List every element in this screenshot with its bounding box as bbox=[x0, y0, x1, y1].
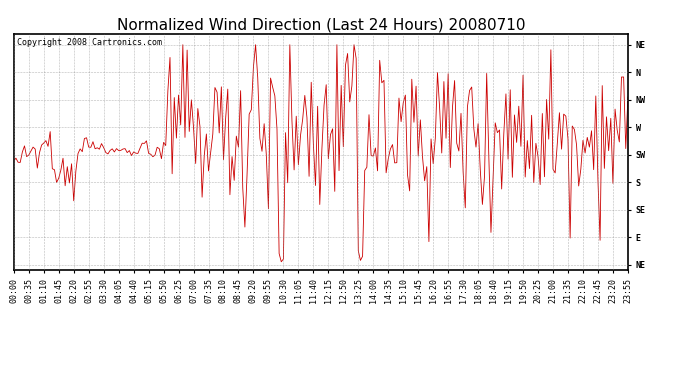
Title: Normalized Wind Direction (Last 24 Hours) 20080710: Normalized Wind Direction (Last 24 Hours… bbox=[117, 18, 525, 33]
Text: Copyright 2008 Cartronics.com: Copyright 2008 Cartronics.com bbox=[17, 39, 162, 48]
